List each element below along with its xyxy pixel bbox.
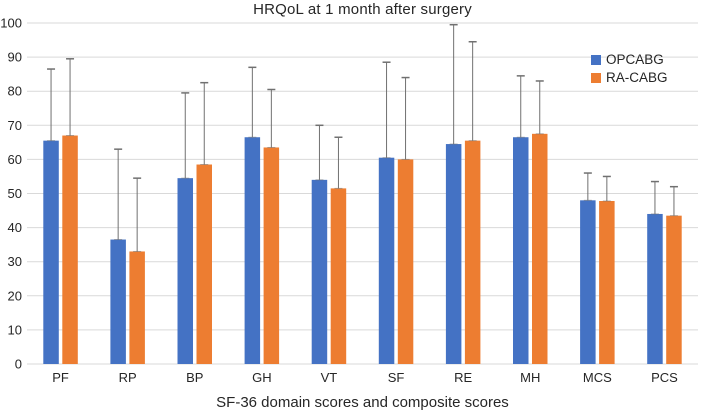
x-tick-label-mcs: MCS [583, 370, 612, 385]
legend-item-ra-cabg: RA-CABG [591, 71, 668, 84]
x-axis-title: SF-36 domain scores and composite scores [216, 394, 509, 411]
bar-opcabg-mcs [580, 200, 596, 364]
y-tick-label: 40 [8, 220, 22, 235]
x-tick-label-rp: RP [119, 370, 137, 385]
bar-opcabg-pcs [647, 213, 663, 364]
x-tick-label-mh: MH [520, 370, 540, 385]
x-tick-label-sf: SF [388, 370, 405, 385]
bar-opcabg-pf [43, 140, 59, 364]
y-tick-label: 30 [8, 254, 22, 269]
legend-swatch-ra-cabg [591, 72, 601, 83]
bar-opcabg-mh [513, 137, 529, 364]
legend-swatch-opcabg [591, 54, 601, 65]
x-tick-label-bp: BP [186, 370, 203, 385]
bar-ra-cabg-pcs [666, 215, 682, 364]
bar-ra-cabg-sf [397, 159, 414, 364]
y-tick-label: 20 [8, 288, 22, 303]
bar-ra-cabg-vt [330, 188, 347, 364]
bar-ra-cabg-mh [532, 133, 548, 364]
bar-opcabg-gh [244, 137, 261, 364]
x-tick-label-re: RE [454, 370, 472, 385]
legend-label-opcabg: OPCABG [606, 52, 664, 67]
bar-opcabg-rp [110, 239, 126, 364]
x-tick-label-gh: GH [252, 370, 272, 385]
bar-ra-cabg-gh [263, 147, 280, 364]
bar-ra-cabg-pf [62, 135, 78, 364]
chart-title: HRQoL at 1 month after surgery [253, 1, 472, 18]
bar-opcabg-re [445, 144, 462, 364]
bar-ra-cabg-rp [129, 251, 145, 364]
x-tick-label-pcs: PCS [651, 370, 678, 385]
y-tick-label: 80 [8, 84, 22, 99]
bar-ra-cabg-re [464, 140, 481, 364]
bar-ra-cabg-mcs [599, 201, 615, 364]
y-tick-label: 50 [8, 186, 22, 201]
x-tick-label-vt: VT [321, 370, 338, 385]
bar-opcabg-sf [378, 157, 395, 364]
y-tick-label: 90 [8, 50, 22, 65]
y-tick-label: 0 [15, 357, 22, 372]
y-tick-label: 70 [8, 118, 22, 133]
bar-ra-cabg-bp [196, 164, 212, 364]
x-tick-label-pf: PF [52, 370, 69, 385]
legend: OPCABG RA-CABG [591, 53, 668, 84]
bar-opcabg-vt [311, 179, 328, 364]
legend-item-opcabg: OPCABG [591, 53, 668, 66]
y-tick-label: 10 [8, 322, 22, 337]
legend-label-ra-cabg: RA-CABG [606, 70, 668, 85]
bar-opcabg-bp [177, 178, 193, 364]
y-tick-label: 100 [0, 16, 22, 31]
y-tick-label: 60 [8, 152, 22, 167]
